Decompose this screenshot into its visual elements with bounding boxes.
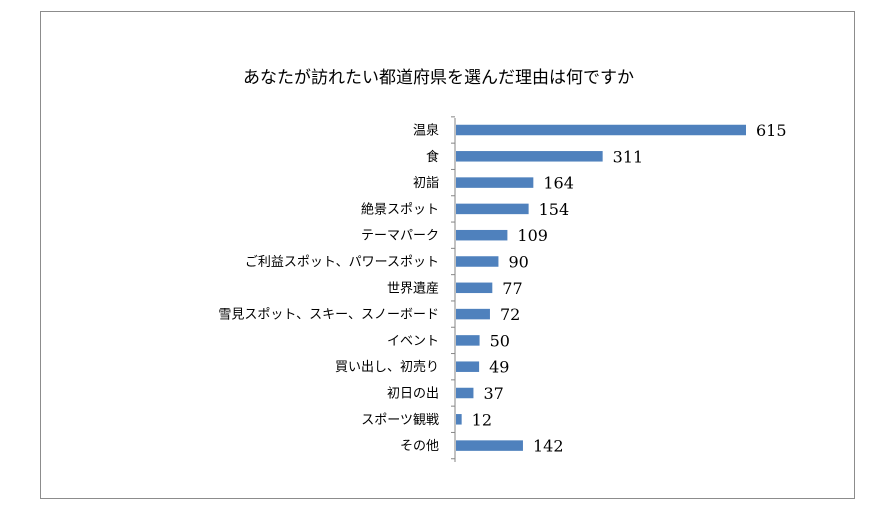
data-label: 49 xyxy=(489,358,509,377)
category-label: 食 xyxy=(426,149,439,165)
data-label: 37 xyxy=(483,384,503,403)
category-label: テーマパーク xyxy=(361,229,439,244)
bar xyxy=(456,177,534,188)
category-label: 雪見スポット、スキー、スノーボード xyxy=(218,308,439,323)
data-label: 615 xyxy=(756,121,787,140)
category-label: 温泉 xyxy=(413,123,439,139)
bar xyxy=(456,124,746,136)
chart-area xyxy=(40,11,855,499)
data-label: 311 xyxy=(613,147,644,166)
chart-title: あなたが訪れたい都道府県を選んだ理由は何ですか xyxy=(243,68,634,88)
bar xyxy=(456,335,480,346)
category-label: イベント xyxy=(387,334,439,349)
data-label: 109 xyxy=(517,226,548,245)
category-label: 初詣 xyxy=(413,176,439,191)
data-label: 50 xyxy=(490,331,510,350)
category-label: 初日の出 xyxy=(387,387,439,402)
data-label: 164 xyxy=(543,174,574,193)
data-label: 142 xyxy=(533,437,564,456)
data-label: 154 xyxy=(539,200,570,219)
bar xyxy=(456,361,480,372)
category-label: 絶景スポット xyxy=(361,201,439,217)
bar xyxy=(456,203,529,215)
data-label: 12 xyxy=(472,410,492,429)
bar xyxy=(456,440,523,451)
bar xyxy=(456,308,490,320)
data-label: 72 xyxy=(500,305,520,324)
category-label: 買い出し、初売り xyxy=(335,359,439,375)
category-label: スポーツ観戦 xyxy=(361,413,439,428)
bar xyxy=(456,414,462,425)
bar xyxy=(456,256,499,267)
bar xyxy=(456,282,493,294)
bar xyxy=(456,151,603,162)
bar xyxy=(456,387,474,399)
data-label: 90 xyxy=(508,253,528,272)
data-label: 77 xyxy=(502,279,522,298)
category-label: ご利益スポット、パワースポット xyxy=(245,254,439,270)
category-label: その他 xyxy=(400,439,439,454)
category-label: 世界遺産 xyxy=(387,280,439,296)
bar xyxy=(456,229,508,241)
